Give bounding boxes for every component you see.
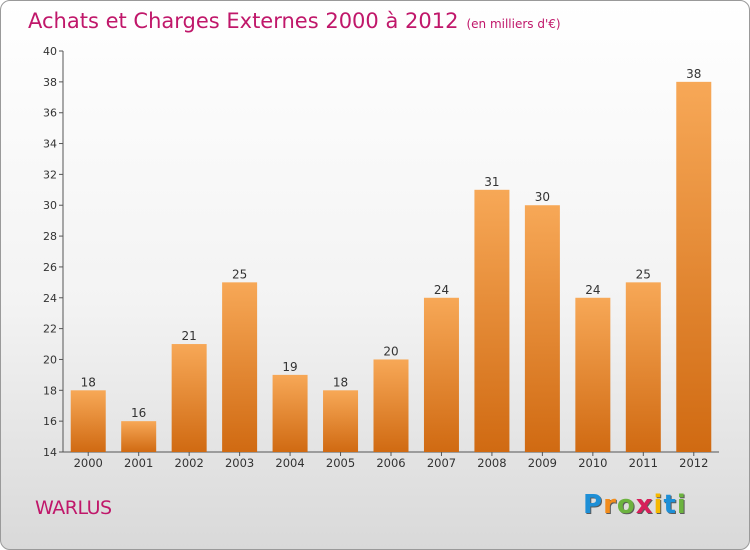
bar (373, 359, 409, 452)
y-tick-label: 16 (43, 415, 57, 428)
x-tick-label: 2007 (427, 456, 456, 470)
x-tick-label: 2005 (326, 456, 355, 470)
logo-letter: P (583, 490, 604, 520)
data-label: 31 (484, 175, 499, 189)
chart-subtitle: (en milliers d'€) (466, 17, 561, 31)
bar (323, 390, 359, 452)
data-label: 19 (282, 360, 297, 374)
bar (121, 421, 157, 452)
x-tick-label: 2006 (376, 456, 405, 470)
data-label: 30 (535, 190, 550, 204)
data-label: 18 (333, 375, 348, 389)
x-tick-label: 2000 (74, 456, 103, 470)
data-label: 16 (131, 406, 146, 420)
y-tick-label: 18 (43, 384, 57, 397)
x-tick-label: 2002 (175, 456, 204, 470)
data-label: 38 (686, 67, 701, 81)
x-tick-label: 2008 (477, 456, 506, 470)
y-tick-label: 34 (43, 138, 57, 151)
axes: 14 16 18 20 22 24 26 28 30 32 34 36 38 40 2000 2001 2002… (43, 45, 719, 470)
bar (171, 344, 207, 452)
bars: 18 16 21 25 19 18 20 24 31 30 24 25 38 (70, 67, 712, 453)
y-tick-label: 14 (43, 446, 57, 459)
x-tick-label: 2010 (578, 456, 607, 470)
logo-letter: i (653, 490, 664, 520)
data-label: 21 (182, 329, 197, 343)
bar (625, 282, 661, 452)
x-tick-label: 2009 (528, 456, 557, 470)
chart-title-text: Achats et Charges Externes 2000 à 2012 (28, 9, 459, 33)
logo-letter: t (663, 490, 677, 520)
x-tick-label: 2003 (225, 456, 254, 470)
bar (575, 297, 611, 452)
logo-letter: r (603, 490, 617, 520)
x-tick-label: 2001 (124, 456, 153, 470)
data-label: 24 (434, 283, 449, 297)
commune-name: WARLUS (35, 497, 112, 519)
x-tick-label: 2011 (629, 456, 658, 470)
logo-letter: i (676, 490, 687, 520)
bar (423, 297, 459, 452)
y-tick-label: 22 (43, 323, 57, 336)
y-tick-label: 38 (43, 76, 57, 89)
bar (474, 189, 510, 453)
x-tick-label: 2004 (275, 456, 304, 470)
y-tick-label: 24 (43, 292, 57, 305)
y-tick-label: 26 (43, 261, 57, 274)
bar (222, 282, 258, 452)
bar (676, 81, 712, 452)
y-tick-label: 40 (43, 45, 57, 58)
y-tick-label: 20 (43, 353, 57, 366)
data-label: 18 (81, 375, 96, 389)
bar (70, 390, 106, 452)
y-tick-label: 32 (43, 168, 57, 181)
y-tick-label: 36 (43, 107, 57, 120)
proxiti-logo: Proxiti (583, 490, 693, 524)
data-label: 25 (232, 267, 247, 281)
data-label: 20 (383, 344, 398, 358)
logo-letter: o (616, 490, 636, 520)
y-tick-label: 28 (43, 230, 57, 243)
y-tick-label: 30 (43, 199, 57, 212)
chart-title: Achats et Charges Externes 2000 à 2012 (e… (28, 9, 561, 33)
data-label: 25 (636, 267, 651, 281)
x-tick-label: 2012 (679, 456, 708, 470)
bar (524, 205, 560, 452)
logo-letter: x (635, 490, 654, 520)
bar (272, 374, 308, 452)
data-label: 24 (585, 283, 600, 297)
